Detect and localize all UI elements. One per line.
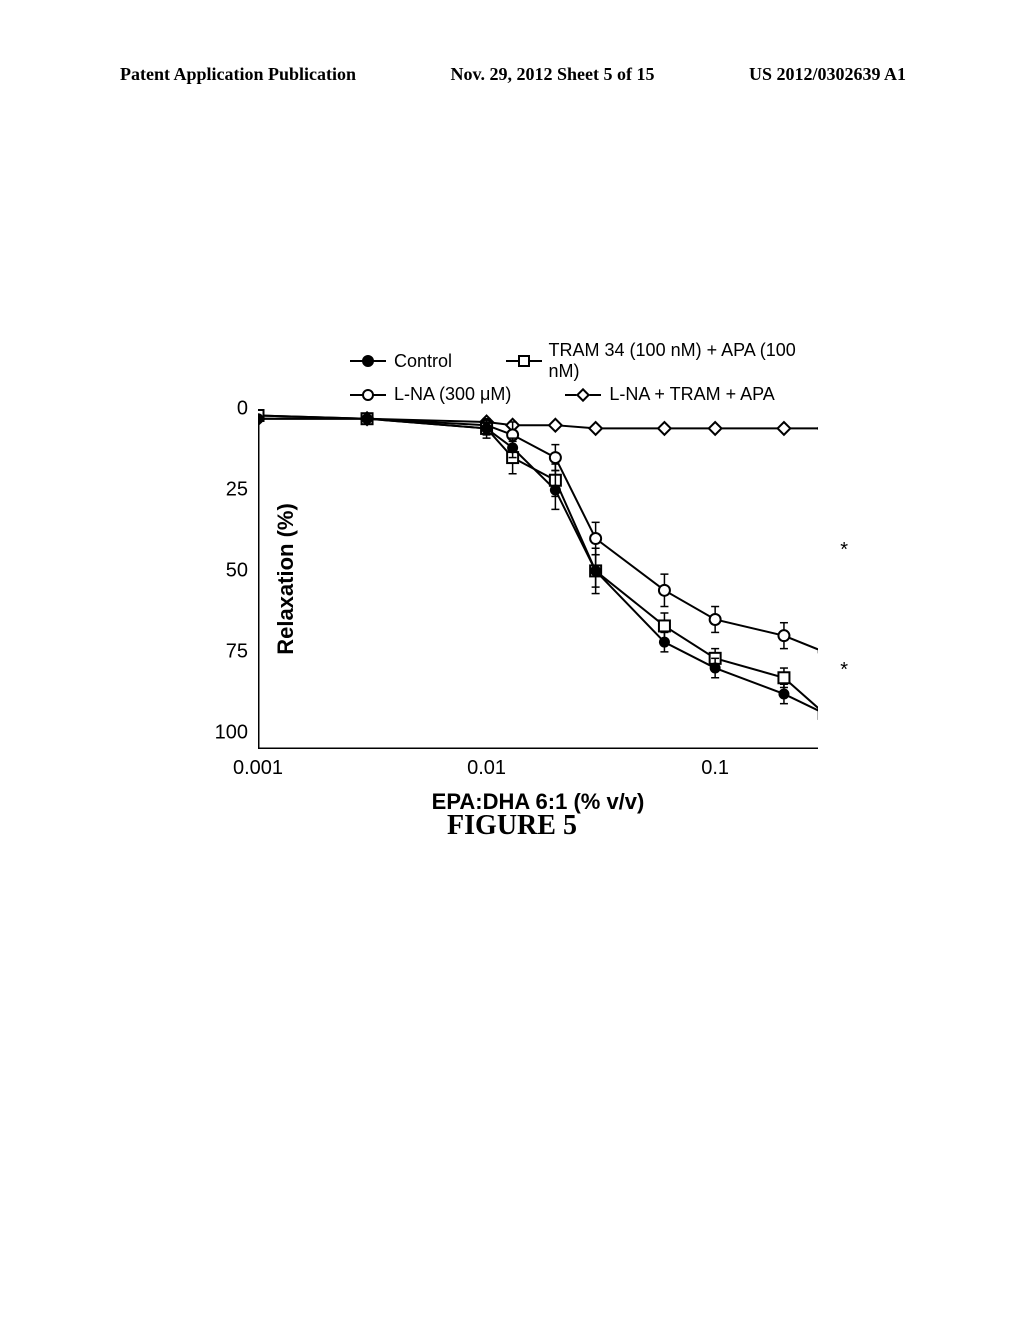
x-tick: 0.1 <box>701 757 729 780</box>
y-tick: 100 <box>215 721 248 744</box>
header-center: Nov. 29, 2012 Sheet 5 of 15 <box>451 64 655 85</box>
figure-caption: FIGURE 5 <box>0 810 1024 842</box>
header-left: Patent Application Publication <box>120 64 356 85</box>
y-tick: 0 <box>237 398 248 421</box>
legend-label: L-NA (300 μM) <box>394 384 511 405</box>
open-square-icon <box>506 354 541 368</box>
open-circle-icon <box>350 388 386 402</box>
legend-item-tram-apa: TRAM 34 (100 nM) + APA (100 nM) <box>506 340 820 382</box>
legend-item-lna: L-NA (300 μM) <box>350 384 511 405</box>
significance-star: * <box>840 539 848 562</box>
filled-circle-icon <box>350 354 386 368</box>
legend-label: L-NA + TRAM + APA <box>609 384 774 405</box>
significance-star: * <box>840 659 848 682</box>
legend-label: TRAM 34 (100 nM) + APA (100 nM) <box>549 340 820 382</box>
page-header: Patent Application Publication Nov. 29, … <box>0 64 1024 85</box>
x-tick: 0.01 <box>467 757 506 780</box>
legend-item-lna-tram-apa: L-NA + TRAM + APA <box>565 384 774 405</box>
legend-label: Control <box>394 351 452 372</box>
y-tick: 50 <box>226 559 248 582</box>
chart-container: Control TRAM 34 (100 nM) + APA (100 nM) … <box>180 340 820 815</box>
y-tick: 75 <box>226 640 248 663</box>
chart-svg <box>258 409 818 749</box>
open-diamond-icon <box>565 388 601 402</box>
header-right: US 2012/0302639 A1 <box>749 64 906 85</box>
chart-legend: Control TRAM 34 (100 nM) + APA (100 nM) … <box>350 340 820 405</box>
chart-plot-area: Relaxation (%) 0255075100 0.0010.010.1 *… <box>258 409 818 749</box>
x-tick: 0.001 <box>233 757 283 780</box>
legend-item-control: Control <box>350 340 452 382</box>
y-tick: 25 <box>226 478 248 501</box>
